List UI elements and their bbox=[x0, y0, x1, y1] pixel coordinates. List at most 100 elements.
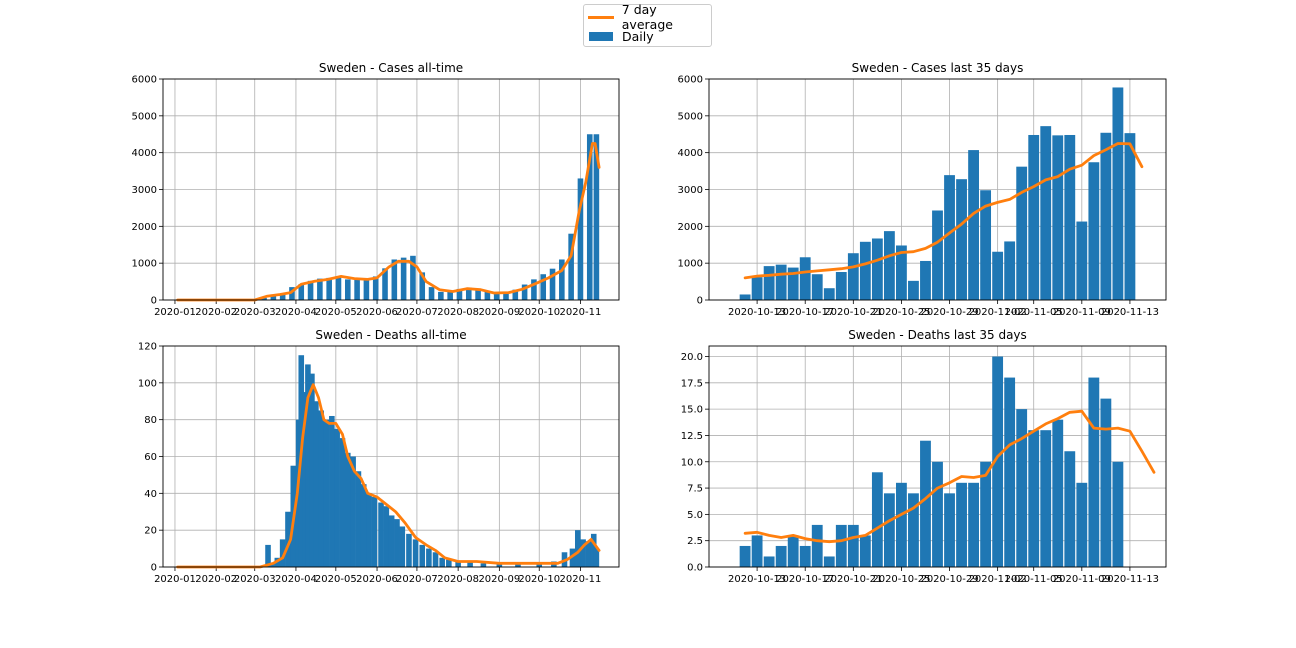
bar bbox=[980, 461, 992, 567]
average-line bbox=[743, 142, 1144, 280]
chart-title: Sweden - Deaths last 35 days bbox=[848, 328, 1027, 342]
x-tick-label: 2020-11-13 bbox=[1101, 574, 1159, 585]
x-tick-label: 2020-10-17 bbox=[776, 307, 834, 318]
y-tick-label: 2000 bbox=[678, 222, 703, 233]
y-tick-label: 4000 bbox=[132, 148, 157, 159]
bar bbox=[432, 552, 439, 567]
bar bbox=[394, 519, 400, 567]
bar bbox=[799, 545, 811, 567]
bar bbox=[775, 545, 787, 567]
bar bbox=[751, 535, 763, 567]
bar bbox=[360, 484, 367, 567]
x-tick-label: 2020-11-09 bbox=[1053, 574, 1111, 585]
y-tick-label: 1000 bbox=[678, 259, 703, 270]
bar bbox=[932, 461, 943, 567]
bar bbox=[896, 482, 907, 567]
bar bbox=[269, 563, 275, 567]
bar bbox=[313, 401, 319, 567]
y-tick-label: 60 bbox=[144, 452, 157, 463]
bar bbox=[419, 272, 426, 300]
bar bbox=[455, 561, 461, 567]
bar bbox=[400, 257, 407, 300]
average-line bbox=[743, 409, 1156, 544]
bar bbox=[859, 241, 871, 300]
y-tick-label: 120 bbox=[138, 342, 157, 353]
axes-frame bbox=[708, 345, 1167, 568]
bar bbox=[493, 293, 500, 300]
y-tick-label: 20 bbox=[144, 526, 157, 537]
bar bbox=[569, 548, 576, 567]
bar bbox=[968, 482, 979, 567]
bar bbox=[467, 561, 473, 567]
x-tick-label: 2020-03 bbox=[234, 307, 276, 318]
bar bbox=[823, 288, 835, 300]
bar bbox=[289, 287, 295, 300]
bar bbox=[270, 294, 277, 300]
bar bbox=[847, 524, 859, 567]
bar bbox=[371, 497, 378, 567]
bar bbox=[1112, 87, 1124, 300]
bar bbox=[787, 267, 799, 300]
bar bbox=[480, 563, 487, 567]
bar bbox=[363, 280, 370, 300]
bar bbox=[318, 410, 324, 567]
bar bbox=[503, 291, 509, 300]
bar bbox=[585, 541, 592, 567]
bar bbox=[383, 506, 390, 567]
bar bbox=[339, 438, 346, 567]
bar bbox=[1064, 451, 1076, 567]
bar bbox=[372, 276, 379, 300]
bar bbox=[355, 471, 362, 567]
y-tick-label: 5.0 bbox=[687, 510, 703, 521]
x-tick-label: 2020-03 bbox=[234, 574, 276, 585]
bar bbox=[279, 293, 286, 300]
bar bbox=[412, 539, 419, 567]
bar bbox=[1100, 398, 1112, 567]
x-tick-label: 2020-10-21 bbox=[824, 307, 882, 318]
axes-frame bbox=[708, 78, 1167, 301]
x-tick-label: 2020-06 bbox=[356, 307, 398, 318]
bar bbox=[309, 373, 315, 567]
bar bbox=[980, 190, 992, 300]
x-tick-label: 2020-11 bbox=[560, 307, 602, 318]
bar bbox=[568, 233, 574, 300]
bar bbox=[908, 280, 919, 300]
bar bbox=[536, 563, 543, 567]
bar bbox=[366, 493, 372, 567]
bar bbox=[1052, 419, 1064, 567]
x-tick-label: 2020-06 bbox=[356, 574, 398, 585]
x-tick-label: 2020-10-25 bbox=[872, 307, 930, 318]
chart-panel-3: Sweden - Deaths all-time 0 20 40 60 80 100 120 2… bbox=[138, 328, 620, 585]
bar bbox=[1112, 461, 1124, 567]
x-tick-label: 2020-11-09 bbox=[1053, 307, 1111, 318]
y-tick-label: 6000 bbox=[678, 75, 703, 86]
y-tick-label: 12.5 bbox=[681, 431, 703, 442]
chart-panel-4: Sweden - Deaths last 35 days 0.0 2.5 5.0 7.5… bbox=[681, 328, 1167, 585]
x-tick-label: 2020-10-29 bbox=[920, 574, 978, 585]
bar bbox=[549, 268, 556, 300]
bar bbox=[1040, 126, 1052, 300]
y-tick-label: 0.0 bbox=[687, 563, 703, 574]
bar bbox=[305, 364, 311, 567]
bar bbox=[465, 287, 472, 300]
bar bbox=[944, 493, 955, 567]
bar bbox=[739, 294, 751, 300]
chart-title: Sweden - Deaths all-time bbox=[315, 328, 466, 342]
bar bbox=[896, 245, 907, 300]
bar bbox=[775, 264, 787, 300]
bar bbox=[426, 548, 432, 567]
bar bbox=[350, 456, 356, 567]
bar bbox=[1088, 162, 1100, 300]
bar bbox=[307, 280, 314, 300]
average-line bbox=[176, 383, 601, 569]
x-tick-label: 2020-11-05 bbox=[1005, 307, 1063, 318]
x-tick-label: 2020-04 bbox=[275, 307, 317, 318]
bar bbox=[559, 259, 565, 300]
bar bbox=[944, 175, 955, 300]
chart-title: Sweden - Cases last 35 days bbox=[852, 61, 1024, 75]
bar bbox=[279, 539, 286, 567]
x-tick-label: 2020-09 bbox=[478, 307, 520, 318]
y-tick-label: 15.0 bbox=[681, 405, 703, 416]
bar bbox=[438, 291, 444, 300]
bar bbox=[1040, 430, 1052, 567]
